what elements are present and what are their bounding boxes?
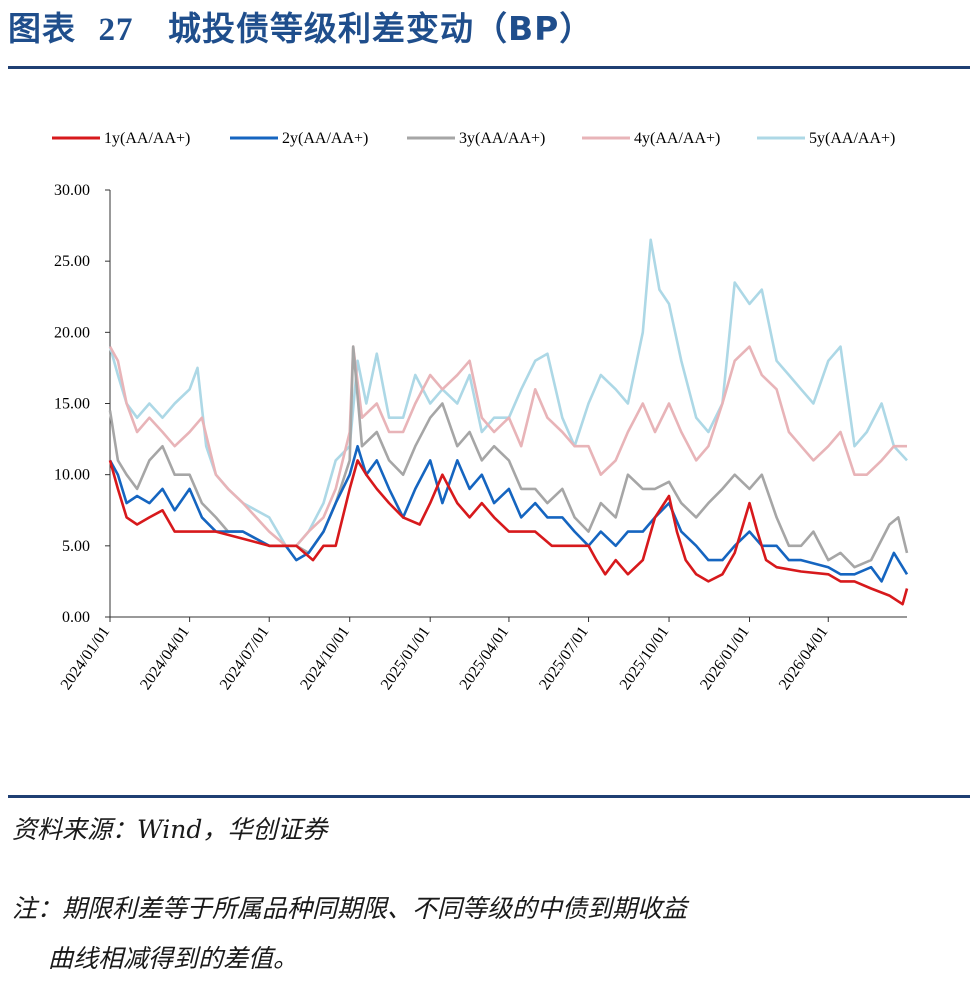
legend-label: 4y(AA/AA+) <box>634 130 720 147</box>
y-tick-label: 15.00 <box>54 396 90 413</box>
x-tick-label: 2024/10/01 <box>297 624 353 693</box>
x-tick-label: 2026/04/01 <box>776 624 832 693</box>
note-line-2: 曲线相减得到的差值。 <box>48 944 299 973</box>
figure-title: 图表 27 城投债等级利差变动（BP） <box>8 2 593 50</box>
title-rule <box>8 66 970 69</box>
figure-label: 图表 <box>8 9 76 48</box>
y-tick-label: 20.00 <box>54 324 90 341</box>
legend-label: 1y(AA/AA+) <box>104 130 190 147</box>
y-tick-label: 10.00 <box>54 467 90 484</box>
series-line-1y <box>108 459 909 606</box>
x-tick-label: 2024/07/01 <box>217 624 273 693</box>
x-tick-label: 2025/07/01 <box>536 624 592 693</box>
line-chart: 0.00 5.00 10.00 15.00 20.00 25.00 30.00 2024/01… <box>52 130 909 693</box>
footer-rule <box>8 795 970 798</box>
x-tick-label: 2025/01/01 <box>378 624 434 693</box>
figure-title-text: 城投债等级利差变动（BP） <box>168 9 594 48</box>
x-tick-label: 2024/04/01 <box>137 624 193 693</box>
legend-label: 5y(AA/AA+) <box>809 130 895 147</box>
y-tick-label: 30.00 <box>54 182 90 199</box>
x-tick-label: 2026/01/01 <box>697 624 753 693</box>
y-tick-label: 25.00 <box>54 253 90 270</box>
figure-number: 27 <box>98 12 134 48</box>
source-text: 资料来源：Wind，华创证券 <box>12 815 328 844</box>
series-line-5y <box>108 238 908 548</box>
y-tick-label: 5.00 <box>62 538 90 555</box>
series-line-2y <box>108 444 909 583</box>
x-tick-label: 2025/04/01 <box>456 624 512 693</box>
note-text: 注：期限利差等于所属品种同期限、不同等级的中债到期收益 曲线相减得到的差值。 <box>12 884 962 984</box>
x-tick-label: 2024/01/01 <box>58 624 114 693</box>
y-tick-label: 0.00 <box>62 609 90 626</box>
legend-label: 3y(AA/AA+) <box>459 130 545 147</box>
note-line-1: 注：期限利差等于所属品种同期限、不同等级的中债到期收益 <box>12 894 688 923</box>
legend-label: 2y(AA/AA+) <box>282 130 368 147</box>
x-tick-label: 2025/10/01 <box>617 624 673 693</box>
series-line-4y <box>108 345 907 548</box>
